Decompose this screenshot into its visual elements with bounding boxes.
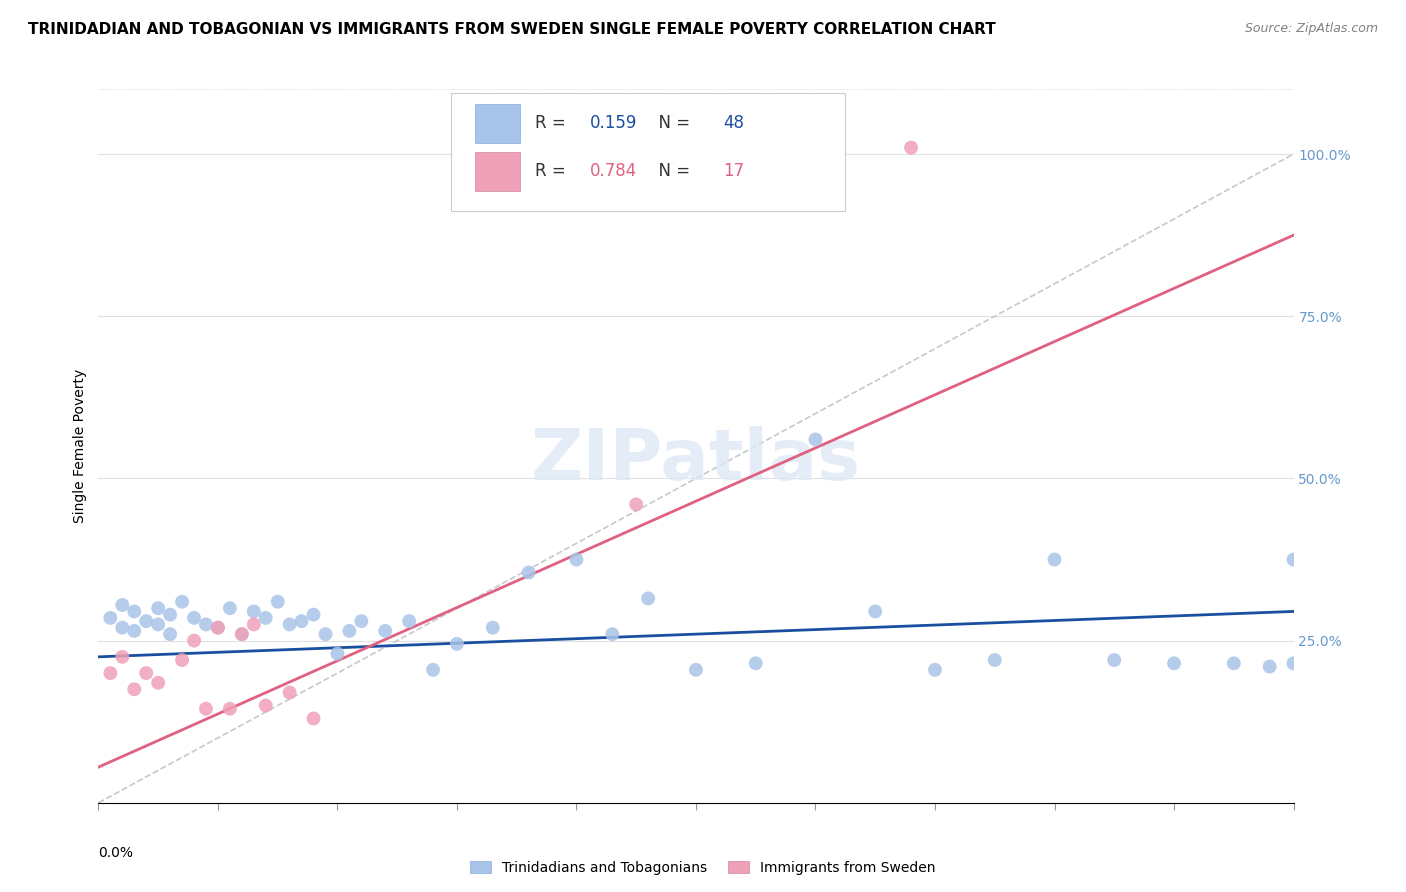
Point bbox=[111, 621, 134, 635]
Point bbox=[374, 624, 396, 638]
Text: R =: R = bbox=[534, 162, 571, 180]
Y-axis label: Single Female Poverty: Single Female Poverty bbox=[73, 369, 87, 523]
Legend: Trinidadians and Tobagonians, Immigrants from Sweden: Trinidadians and Tobagonians, Immigrants… bbox=[465, 855, 941, 880]
Point bbox=[231, 627, 253, 641]
Point bbox=[207, 621, 229, 635]
Point bbox=[183, 611, 205, 625]
Point bbox=[172, 653, 194, 667]
Point bbox=[984, 653, 1007, 667]
Point bbox=[148, 617, 170, 632]
Point bbox=[148, 601, 170, 615]
Point bbox=[159, 627, 181, 641]
Point bbox=[111, 598, 134, 612]
Text: N =: N = bbox=[648, 114, 696, 132]
Text: R =: R = bbox=[534, 114, 571, 132]
Point bbox=[745, 657, 768, 671]
Point bbox=[626, 497, 648, 511]
Text: 17: 17 bbox=[724, 162, 745, 180]
Point bbox=[602, 627, 624, 641]
Point bbox=[1282, 552, 1305, 566]
Point bbox=[100, 666, 122, 681]
Point bbox=[685, 663, 707, 677]
Point bbox=[422, 663, 444, 677]
Point bbox=[254, 698, 277, 713]
Point bbox=[278, 617, 301, 632]
Text: 48: 48 bbox=[724, 114, 744, 132]
Point bbox=[231, 627, 253, 641]
Point bbox=[804, 433, 827, 447]
Point bbox=[172, 595, 194, 609]
Text: Source: ZipAtlas.com: Source: ZipAtlas.com bbox=[1244, 22, 1378, 36]
Point bbox=[124, 682, 146, 697]
Point bbox=[350, 614, 373, 628]
Point bbox=[135, 614, 157, 628]
Point bbox=[1282, 657, 1305, 671]
Point bbox=[183, 633, 205, 648]
Point bbox=[278, 685, 301, 699]
Point bbox=[219, 702, 242, 716]
Point bbox=[326, 647, 349, 661]
Point bbox=[565, 552, 588, 566]
Point bbox=[1258, 659, 1281, 673]
Point bbox=[1163, 657, 1185, 671]
Point bbox=[148, 675, 170, 690]
Bar bbox=[475, 152, 520, 191]
Point bbox=[446, 637, 468, 651]
Point bbox=[124, 624, 146, 638]
Point bbox=[398, 614, 420, 628]
FancyBboxPatch shape bbox=[451, 93, 845, 211]
Point bbox=[159, 607, 181, 622]
Point bbox=[315, 627, 337, 641]
Point bbox=[924, 663, 946, 677]
Point bbox=[254, 611, 277, 625]
Point bbox=[135, 666, 157, 681]
Point bbox=[1223, 657, 1246, 671]
Text: 0.784: 0.784 bbox=[589, 162, 637, 180]
Point bbox=[481, 621, 505, 635]
Point bbox=[339, 624, 360, 638]
Text: TRINIDADIAN AND TOBAGONIAN VS IMMIGRANTS FROM SWEDEN SINGLE FEMALE POVERTY CORRE: TRINIDADIAN AND TOBAGONIAN VS IMMIGRANTS… bbox=[28, 22, 995, 37]
Point bbox=[207, 621, 229, 635]
Point bbox=[267, 595, 290, 609]
Point bbox=[637, 591, 659, 606]
Text: 0.159: 0.159 bbox=[589, 114, 637, 132]
Point bbox=[219, 601, 242, 615]
Point bbox=[291, 614, 314, 628]
Point bbox=[1043, 552, 1066, 566]
Point bbox=[302, 711, 325, 725]
Point bbox=[243, 617, 266, 632]
Point bbox=[302, 607, 325, 622]
Text: ZIPatlas: ZIPatlas bbox=[531, 425, 860, 495]
Point bbox=[195, 702, 218, 716]
Text: 0.0%: 0.0% bbox=[98, 846, 134, 860]
Point bbox=[1104, 653, 1126, 667]
Point bbox=[100, 611, 122, 625]
Point bbox=[111, 649, 134, 664]
Point bbox=[517, 566, 540, 580]
Text: N =: N = bbox=[648, 162, 696, 180]
Point bbox=[195, 617, 218, 632]
Bar bbox=[475, 103, 520, 143]
Point bbox=[124, 604, 146, 618]
Point bbox=[243, 604, 266, 618]
Point bbox=[865, 604, 887, 618]
Point bbox=[900, 140, 922, 154]
